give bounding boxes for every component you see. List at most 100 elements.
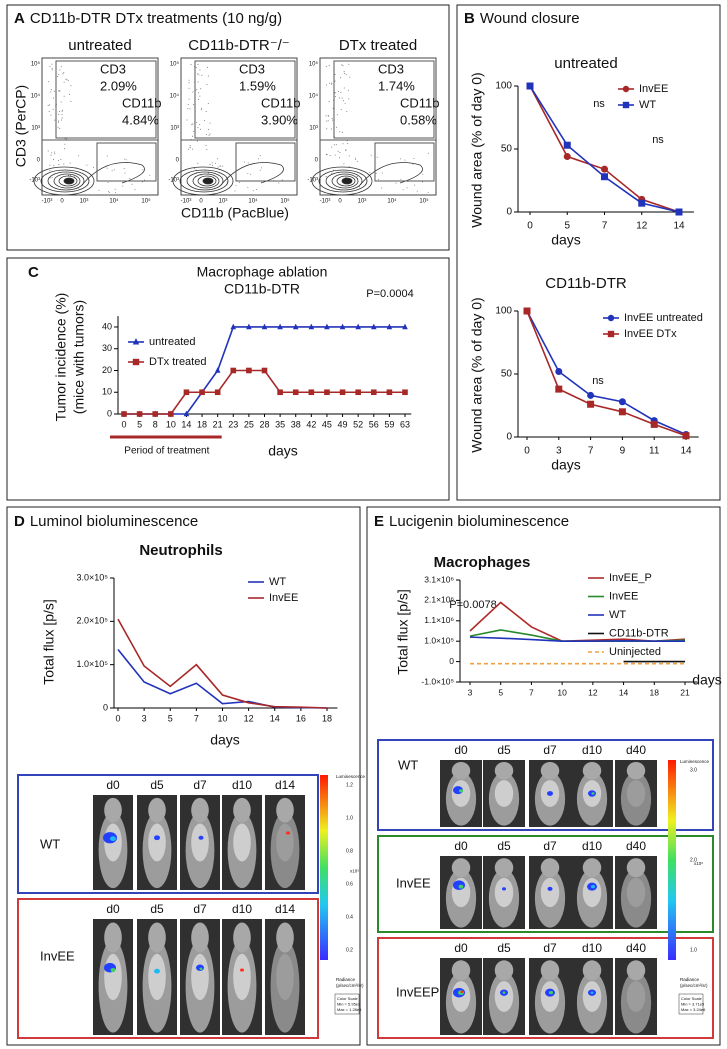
flow-event	[369, 171, 371, 173]
x-tick-label: 35	[275, 419, 285, 429]
flow-event	[193, 130, 195, 132]
flow-event	[57, 76, 59, 78]
flow-y-tick: 0	[37, 158, 41, 164]
flow-event	[343, 71, 345, 73]
flow-x-tick: 0	[60, 199, 64, 205]
y-tick-label: 2.0×10⁵	[76, 616, 108, 626]
flow-contour	[341, 177, 353, 185]
x-tick-label: 7	[588, 446, 594, 457]
panel-d-frame	[6, 506, 361, 1046]
gate-percent: 3.90%	[261, 112, 298, 127]
mouse-glow	[233, 953, 251, 1001]
mouse-head	[104, 922, 122, 953]
flow-event	[188, 87, 190, 89]
flow-event	[207, 172, 209, 174]
flow-event	[201, 107, 203, 109]
day-label: d0	[454, 839, 468, 853]
data-point	[402, 389, 408, 396]
flow-event	[413, 157, 415, 159]
flow-contour	[33, 166, 95, 196]
mouse-head	[626, 960, 646, 981]
x-tick-label: 12	[588, 687, 598, 697]
flow-event	[206, 148, 208, 150]
flow-event	[206, 134, 208, 136]
data-point	[370, 389, 377, 396]
flow-contour	[172, 166, 234, 196]
panel-e-frame	[366, 506, 721, 1046]
flow-event	[58, 90, 60, 92]
flow-event	[247, 173, 249, 175]
flow-event	[63, 163, 65, 165]
flow-event	[190, 63, 192, 65]
flow-y-tick: 10³	[31, 126, 40, 132]
flow-event	[70, 85, 72, 87]
x-tick-label: 0	[527, 221, 533, 232]
flow-x-tick: -10³	[181, 199, 192, 205]
data-point	[324, 323, 330, 330]
data-point	[261, 323, 268, 330]
y-tick-label: 30	[102, 343, 112, 353]
flow-event	[197, 73, 199, 75]
mouse-glow	[451, 780, 471, 807]
flow-event	[188, 82, 190, 84]
flow-event	[207, 103, 209, 105]
flow-event	[329, 82, 331, 84]
flow-event	[199, 128, 201, 130]
flow-contour	[311, 166, 373, 196]
flow-event	[108, 191, 110, 193]
flow-event	[59, 69, 61, 71]
flow-event	[59, 127, 61, 129]
flow-event	[111, 170, 113, 172]
flow-event	[234, 190, 236, 192]
day-label: d14	[275, 902, 295, 916]
legend-label: WT	[609, 609, 626, 621]
flow-event	[217, 166, 219, 168]
legend-marker	[607, 330, 615, 338]
flow-event	[259, 169, 261, 171]
day-label: d40	[626, 941, 646, 955]
flow-event	[414, 184, 416, 186]
chart-title: Macrophages	[434, 554, 531, 571]
row-label: InvEE	[396, 875, 431, 890]
flow-event	[343, 163, 345, 165]
gate-name: CD3	[239, 61, 265, 76]
x-tick-label: 5	[498, 687, 503, 697]
flow-event	[348, 155, 350, 157]
flow-event	[200, 108, 202, 110]
legend-label: InvEE	[609, 590, 638, 602]
flow-event	[422, 173, 424, 175]
flow-contour	[197, 175, 217, 187]
mouse-head	[148, 922, 166, 953]
signal	[502, 991, 506, 994]
day-label: d7	[193, 902, 207, 916]
annotation: P=0.0004	[366, 288, 413, 300]
flow-event	[252, 190, 254, 192]
data-point	[618, 398, 626, 406]
data-point	[638, 199, 646, 207]
flow-event	[339, 131, 341, 133]
y-tick-label: 10	[102, 387, 112, 397]
y-tick-label: 40	[102, 321, 112, 331]
x-tick-label: 59	[384, 419, 394, 429]
flow-y-tick: 10⁵	[309, 61, 319, 68]
x-tick-label: 0	[524, 446, 530, 457]
colorbar-scale: Color Scale	[681, 996, 702, 1001]
signal	[110, 968, 116, 973]
x-tick-label: 14	[619, 687, 629, 697]
mouse-head	[582, 762, 602, 780]
flow-event	[187, 108, 189, 110]
mouse-glow	[276, 823, 294, 862]
flow-event	[107, 182, 109, 184]
panel-heading: B Wound closure	[464, 10, 580, 27]
flow-y-label: CD3 (PerCP)	[13, 85, 29, 167]
legend-marker	[607, 314, 615, 322]
flow-event	[188, 98, 190, 100]
gate-name: CD11b	[122, 95, 162, 110]
colorbar-exponent: x10⁵	[350, 868, 359, 873]
mouse-head	[540, 762, 560, 780]
colorbar-unit: Radiance	[680, 977, 700, 982]
data-point	[152, 411, 159, 417]
flow-event	[331, 172, 333, 174]
flow-event	[416, 190, 418, 192]
day-label: d7	[543, 941, 557, 955]
